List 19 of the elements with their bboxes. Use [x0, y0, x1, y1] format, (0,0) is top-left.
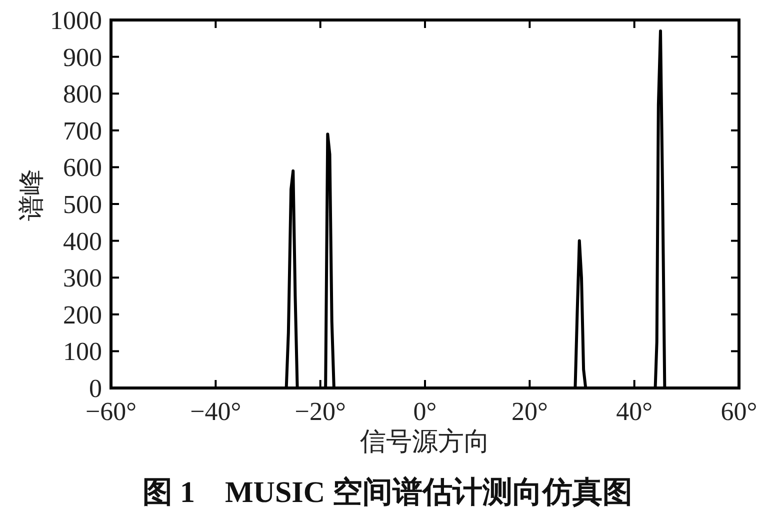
caption: 图 1 MUSIC 空间谱估计测向仿真图 [142, 475, 633, 509]
x-tick-label: −20° [294, 397, 346, 426]
x-tick-label: 0° [413, 397, 437, 426]
x-tick-label: −40° [190, 397, 242, 426]
y-tick-label: 500 [63, 190, 102, 219]
x-tick-label: 60° [720, 397, 758, 426]
y-tick-label: 900 [63, 42, 102, 72]
y-tick-label: 300 [63, 264, 102, 293]
y-tick-label: 100 [63, 337, 102, 366]
y-tick-label: 800 [63, 80, 102, 109]
y-tick-label: 400 [63, 226, 102, 256]
y-tick-label: 600 [63, 153, 102, 182]
y-tick-label: 200 [63, 300, 102, 330]
x-axis-title: 信号源方向 [360, 427, 490, 456]
y-axis-title: 谱峰 [17, 169, 46, 221]
x-tick-label: 40° [616, 397, 653, 426]
x-tick-label: 20° [511, 397, 548, 426]
y-tick-label: 1000 [50, 6, 102, 35]
y-tick-label: 700 [63, 116, 102, 146]
